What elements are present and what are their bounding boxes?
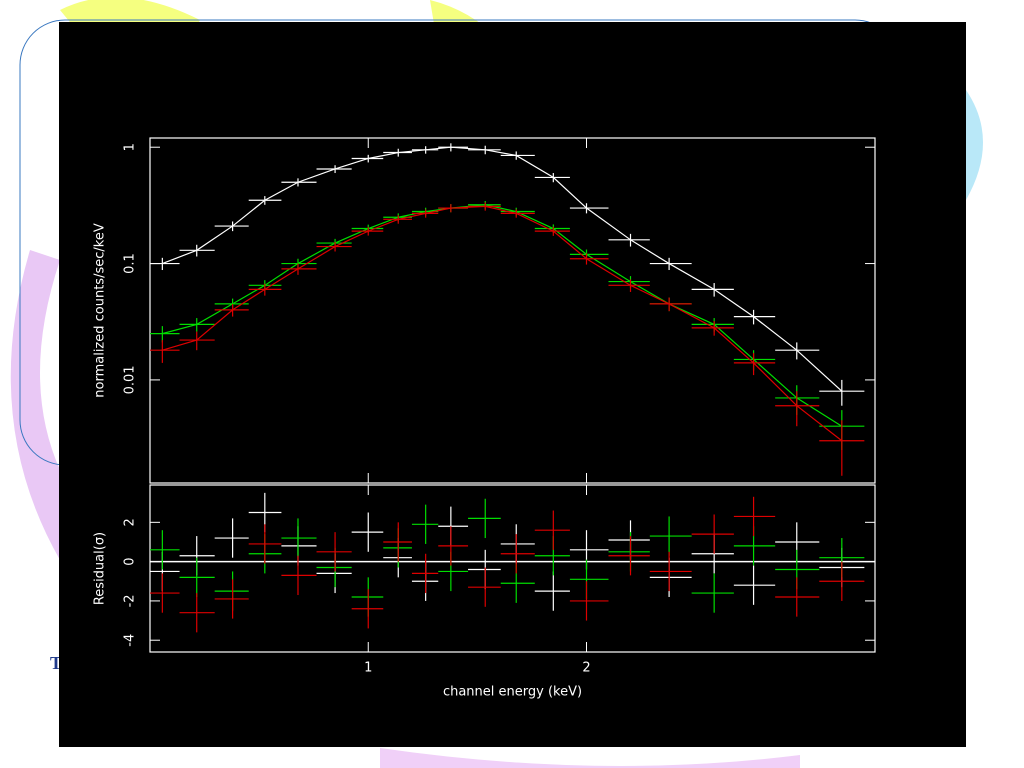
plot-frame [149,484,876,653]
series-group [150,143,865,476]
x-tick-label: 2 [582,661,590,676]
model-line [162,146,843,392]
model-line [162,205,843,442]
plot-background [59,22,966,747]
y-tick-label: -2 [123,594,138,607]
decor-purple [380,748,800,768]
y-tick-label: 2 [123,518,138,526]
y-tick-label: 0 [123,557,138,565]
y-tick-label: 1 [123,143,138,151]
y-axis-label: normalized counts/sec/keV [93,223,108,398]
y-tick-label: 0.1 [123,253,138,274]
decor-purple [10,250,60,560]
plot-frame [149,137,876,484]
decor-cyan [966,90,983,200]
x-axis-label: channel energy (keV) [443,685,582,700]
series-group [150,492,865,633]
x-tick-label: 1 [364,661,372,676]
y-axis-label: Residual(σ) [93,532,108,605]
y-tick-label: -4 [123,634,138,647]
y-tick-label: 0.01 [123,365,138,394]
